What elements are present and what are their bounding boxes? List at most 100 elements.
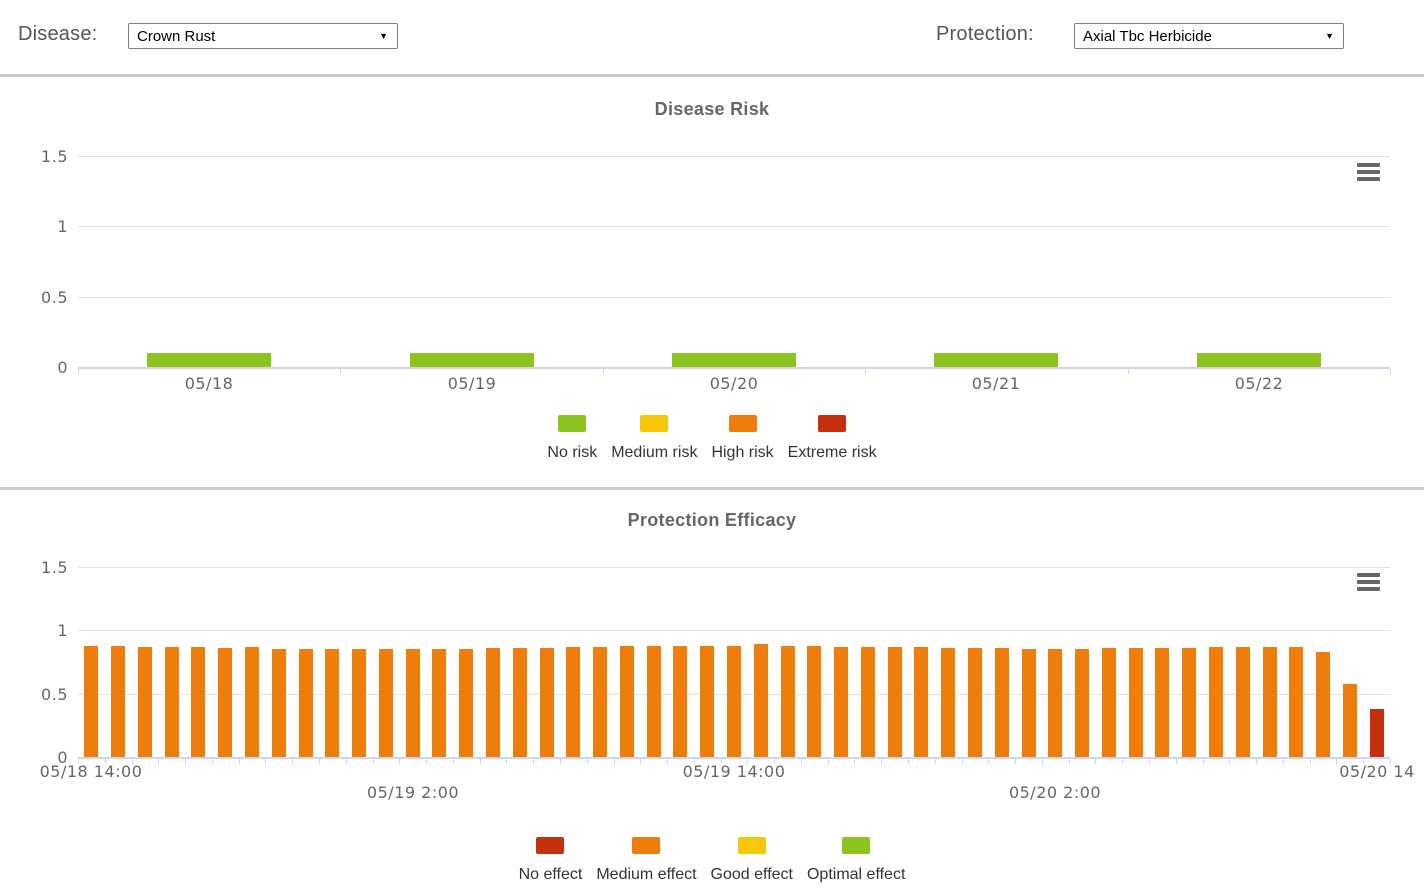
bar[interactable]	[888, 647, 902, 757]
bar[interactable]	[1075, 649, 1089, 757]
x-axis-label: 05/20	[709, 374, 759, 393]
axis-tick	[1015, 759, 1016, 764]
bar[interactable]	[1102, 648, 1116, 757]
x-axis-label: 05/22	[1234, 374, 1284, 393]
bar[interactable]	[299, 649, 313, 757]
x-axis-label: 05/19 2:00	[366, 783, 460, 802]
disease-risk-chart: Disease Risk 0 0.5 1 1.5 05/18 05/19 05/20 05/2…	[0, 77, 1424, 487]
bar[interactable]	[111, 646, 125, 757]
bar[interactable]	[1182, 648, 1196, 757]
bar[interactable]	[1022, 649, 1036, 757]
bar[interactable]	[834, 647, 848, 757]
bar[interactable]	[968, 648, 982, 757]
bar[interactable]	[995, 648, 1009, 757]
bar[interactable]	[1209, 647, 1223, 757]
bar[interactable]	[1289, 647, 1303, 757]
bar[interactable]	[406, 649, 420, 757]
bar[interactable]	[325, 649, 339, 757]
legend-swatch-icon	[728, 415, 757, 432]
bar[interactable]	[513, 648, 527, 757]
bar[interactable]	[1316, 652, 1330, 757]
bar[interactable]	[84, 646, 98, 757]
bar[interactable]	[379, 649, 393, 757]
bar[interactable]	[727, 646, 741, 757]
legend-item[interactable]: Good effect	[711, 837, 793, 884]
bar[interactable]	[218, 648, 232, 757]
divider	[0, 74, 1424, 77]
bar[interactable]	[147, 353, 271, 367]
bar[interactable]	[245, 647, 259, 757]
legend-swatch-icon	[842, 837, 871, 854]
bar[interactable]	[754, 644, 768, 757]
bar[interactable]	[1263, 647, 1277, 757]
axis-tick	[78, 369, 79, 374]
bar[interactable]	[352, 649, 366, 757]
hamburger-icon	[1357, 163, 1380, 167]
bar[interactable]	[486, 648, 500, 757]
bar[interactable]	[934, 353, 1058, 367]
legend-item[interactable]: Extreme risk	[788, 415, 877, 462]
legend-label: No risk	[547, 444, 598, 461]
chart-export-menu-button[interactable]	[1357, 573, 1381, 593]
axis-tick	[158, 759, 159, 764]
bar[interactable]	[861, 647, 875, 757]
y-axis-label: 0	[57, 748, 68, 767]
axis-tick	[560, 759, 561, 764]
legend-item[interactable]: Medium risk	[611, 415, 697, 462]
axis-tick	[1176, 759, 1177, 764]
bar[interactable]	[410, 353, 534, 367]
bar[interactable]	[272, 649, 286, 757]
bar[interactable]	[807, 646, 821, 757]
axis-tick	[1203, 759, 1204, 764]
divider	[0, 487, 1424, 490]
axis-tick	[132, 759, 133, 764]
y-axis-label: 1.5	[41, 147, 68, 166]
legend-item[interactable]: High risk	[711, 415, 774, 462]
bar[interactable]	[165, 647, 179, 757]
y-axis-label: 0	[57, 358, 68, 377]
bar[interactable]	[620, 646, 634, 757]
bar[interactable]	[432, 649, 446, 757]
legend-item[interactable]: Optimal effect	[807, 837, 905, 884]
axis-tick	[265, 759, 266, 764]
disease-select[interactable]: Crown Rust ▼	[128, 23, 398, 49]
axis-tick	[506, 759, 507, 764]
bar[interactable]	[1155, 648, 1169, 757]
bar[interactable]	[459, 649, 473, 757]
bar[interactable]	[700, 646, 714, 757]
legend-item[interactable]: No risk	[547, 415, 597, 462]
bar[interactable]	[647, 646, 661, 757]
bar[interactable]	[941, 648, 955, 757]
chart-export-menu-button[interactable]	[1357, 163, 1381, 183]
axis-tick	[1042, 759, 1043, 764]
axis-tick	[1390, 759, 1391, 764]
axis-tick	[667, 759, 668, 764]
bar[interactable]	[1236, 647, 1250, 757]
bar[interactable]	[914, 647, 928, 757]
chevron-down-icon: ▼	[379, 31, 388, 41]
bar[interactable]	[191, 647, 205, 757]
bar[interactable]	[781, 646, 795, 757]
bar[interactable]	[673, 646, 687, 757]
axis-tick	[1256, 759, 1257, 764]
bar[interactable]	[672, 353, 796, 367]
bar[interactable]	[593, 647, 607, 757]
axis-tick	[533, 759, 534, 764]
legend-swatch-icon	[536, 837, 565, 854]
protection-select[interactable]: Axial Tbc Herbicide ▼	[1074, 23, 1344, 49]
bar[interactable]	[1370, 709, 1384, 757]
bar[interactable]	[1343, 684, 1357, 757]
bar[interactable]	[540, 648, 554, 757]
bar[interactable]	[138, 647, 152, 757]
axis-tick	[212, 759, 213, 764]
bar[interactable]	[1197, 353, 1321, 367]
legend-swatch-icon	[632, 837, 661, 854]
legend-item[interactable]: Medium effect	[596, 837, 697, 884]
axis-tick	[587, 759, 588, 764]
disease-select-value: Crown Rust	[137, 28, 216, 45]
bar[interactable]	[1129, 648, 1143, 757]
bar[interactable]	[566, 647, 580, 757]
hamburger-icon	[1357, 170, 1380, 174]
bar[interactable]	[1048, 649, 1062, 757]
legend-item[interactable]: No effect	[519, 837, 582, 884]
